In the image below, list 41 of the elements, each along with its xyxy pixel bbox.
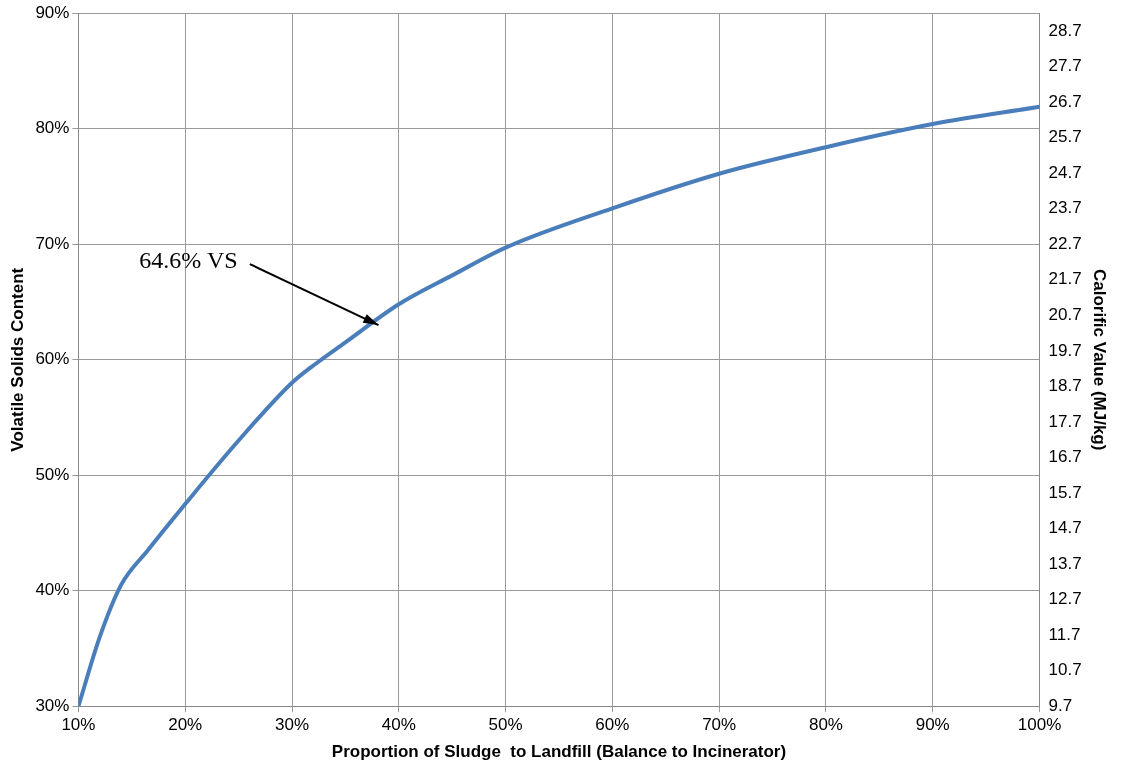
- x-tick-label: 100%: [1017, 715, 1062, 735]
- y2-tick-label: 28.7: [1048, 20, 1082, 40]
- y2-tick-label: 26.7: [1048, 91, 1082, 111]
- y-tick-label: 50%: [35, 464, 70, 484]
- x-tick-label: 20%: [168, 715, 203, 735]
- y2-tick-label: 11.7: [1048, 624, 1081, 644]
- y2-tick-label: 16.7: [1048, 447, 1082, 467]
- x-tick-label: 40%: [381, 715, 416, 735]
- y2-tick-label: 22.7: [1048, 233, 1082, 253]
- y-tick-label: 40%: [35, 580, 70, 600]
- y-tick-label: 70%: [35, 233, 70, 253]
- y2-tick-label: 25.7: [1048, 127, 1082, 147]
- y2-tick-label: 17.7: [1048, 411, 1082, 431]
- x-axis-title: Proportion of Sludge to Landfill (Balance to Incinerator): [331, 742, 787, 762]
- x-tick-label: 10%: [61, 715, 96, 735]
- x-tick-label: 60%: [595, 715, 630, 735]
- y2-tick-label: 27.7: [1048, 56, 1082, 76]
- x-tick-label: 90%: [915, 715, 950, 735]
- y2-tick-label: 13.7: [1048, 553, 1082, 573]
- y2-tick-label: 14.7: [1048, 518, 1082, 538]
- x-tick-label: 50%: [488, 715, 523, 735]
- y2-tick-label: 15.7: [1048, 482, 1082, 502]
- x-tick-label: 80%: [808, 715, 843, 735]
- y2-axis-title: Calorific Value (MJ/kg): [1090, 269, 1110, 451]
- y2-tick-label: 20.7: [1048, 304, 1082, 324]
- y-tick-label: 60%: [35, 349, 70, 369]
- annotation: 64.6% VS: [139, 247, 238, 274]
- y-axis-title: Volatile Solids Content: [7, 267, 27, 452]
- x-tick-label: 70%: [702, 715, 737, 735]
- y-tick-label: 30%: [35, 695, 70, 715]
- y2-tick-label: 12.7: [1048, 589, 1082, 609]
- y2-tick-label: 23.7: [1048, 198, 1082, 218]
- x-tick-label: 30%: [274, 715, 310, 735]
- y2-tick-label: 21.7: [1048, 269, 1082, 289]
- y2-tick-label: 19.7: [1048, 340, 1082, 360]
- y2-tick-label: 10.7: [1048, 660, 1082, 680]
- y2-tick-label: 18.7: [1048, 376, 1082, 396]
- y-tick-label: 90%: [35, 2, 70, 22]
- y2-tick-label: 9.7: [1048, 695, 1073, 715]
- y-tick-label: 80%: [35, 118, 70, 138]
- y2-tick-label: 24.7: [1048, 162, 1082, 182]
